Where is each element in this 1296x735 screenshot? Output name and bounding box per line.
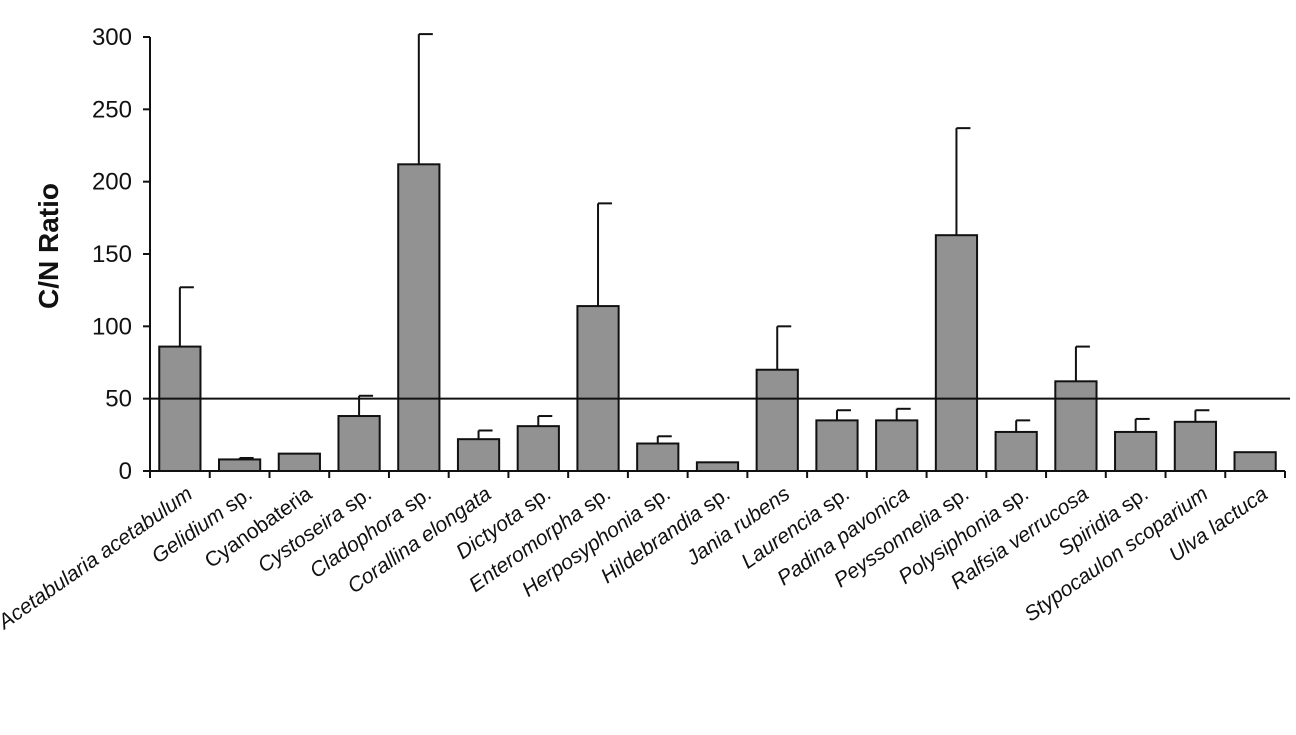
bar-12 (875, 419, 919, 473)
bar-17 (1173, 420, 1218, 472)
bar-9 (695, 461, 740, 473)
bar-11 (815, 419, 859, 473)
bar-16 (1114, 430, 1158, 473)
y-tick-label-6: 300 (92, 24, 132, 51)
bar-15 (1054, 380, 1098, 473)
y-tick-label-2: 100 (92, 313, 132, 340)
y-tick-label-3: 150 (92, 241, 132, 268)
y-tick-label-4: 200 (92, 169, 132, 196)
bar-7 (576, 305, 620, 472)
bar-5 (456, 438, 501, 473)
y-axis-title: C/N Ratio (33, 183, 64, 309)
bar-1 (217, 458, 262, 472)
y-tick-label-1: 50 (105, 386, 132, 413)
bar-10 (755, 368, 799, 473)
bar-14 (994, 430, 1038, 473)
bar-8 (636, 442, 680, 473)
bar-4 (397, 163, 441, 472)
bar-13 (934, 234, 979, 472)
bar-0 (158, 345, 202, 472)
bar-3 (337, 415, 381, 473)
y-tick-label-5: 250 (92, 96, 132, 123)
bar-2 (277, 452, 321, 473)
y-tick-label-0: 0 (119, 458, 132, 485)
bar-6 (516, 425, 560, 472)
bar-18 (1233, 451, 1277, 472)
